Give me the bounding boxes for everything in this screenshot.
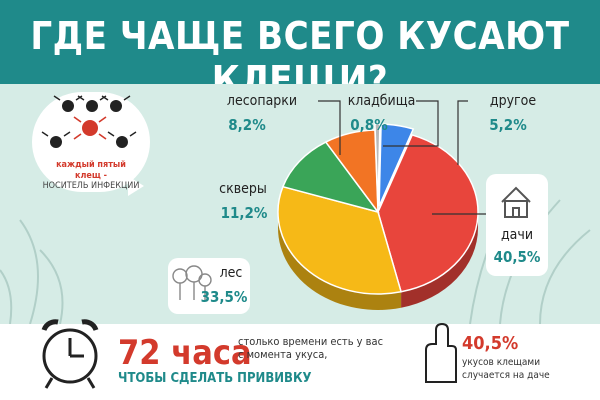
label-drugoe: другое [489,93,537,109]
value-lesoparki: 8,2% [228,116,266,134]
label-skvery: скверы [219,181,267,197]
pie-side-1 [278,212,402,310]
pie-chart [277,123,479,310]
hours-action: ЧТОБЫ СДЕЛАТЬ ПРИВИВКУ [118,371,312,386]
value-les: 33,5% [200,288,248,306]
bubble-tail [128,176,144,196]
bubble-grey-text: НОСИТЕЛЬ ИНФЕКЦИИ [42,181,140,191]
value-dachi: 40,5% [493,248,541,266]
pie-slice-4 [374,123,381,207]
pie-slice-1 [277,185,403,295]
bubble-red-text: каждый пятый клещ - [56,160,126,181]
pie-slice-5 [378,123,415,207]
value-drugoe: 5,2% [489,116,527,134]
label-dachi: дачи [500,227,534,243]
header-band: ГДЕ ЧАЩЕ ВСЕГО КУСАЮТ КЛЕЩИ? [0,0,600,102]
bottom-panel [0,324,600,400]
label-lesoparki: лесопарки [226,93,298,109]
dacha-label-box [486,174,548,276]
pie-slice-0 [377,134,479,293]
forest-label-box [168,258,250,314]
hours-number: 72 часа [118,333,252,373]
page-title: ГДЕ ЧАЩЕ ВСЕГО КУСАЮТ КЛЕЩИ? [30,14,570,102]
value-kladbishcha: 0,8% [350,116,388,134]
pie-slice-2 [281,141,380,214]
hours-note: столько времени есть у вас с момента уку… [238,335,384,361]
dacha-percentage: 40,5% [462,333,519,354]
label-les: лес [219,265,243,281]
value-skvery: 11,2% [220,204,268,222]
dacha-note: укусов клещами случается на даче [462,357,550,381]
infected-tick-icon [82,120,98,136]
pie-side-0 [401,212,478,308]
label-kladbishcha: кладбища [347,93,416,109]
